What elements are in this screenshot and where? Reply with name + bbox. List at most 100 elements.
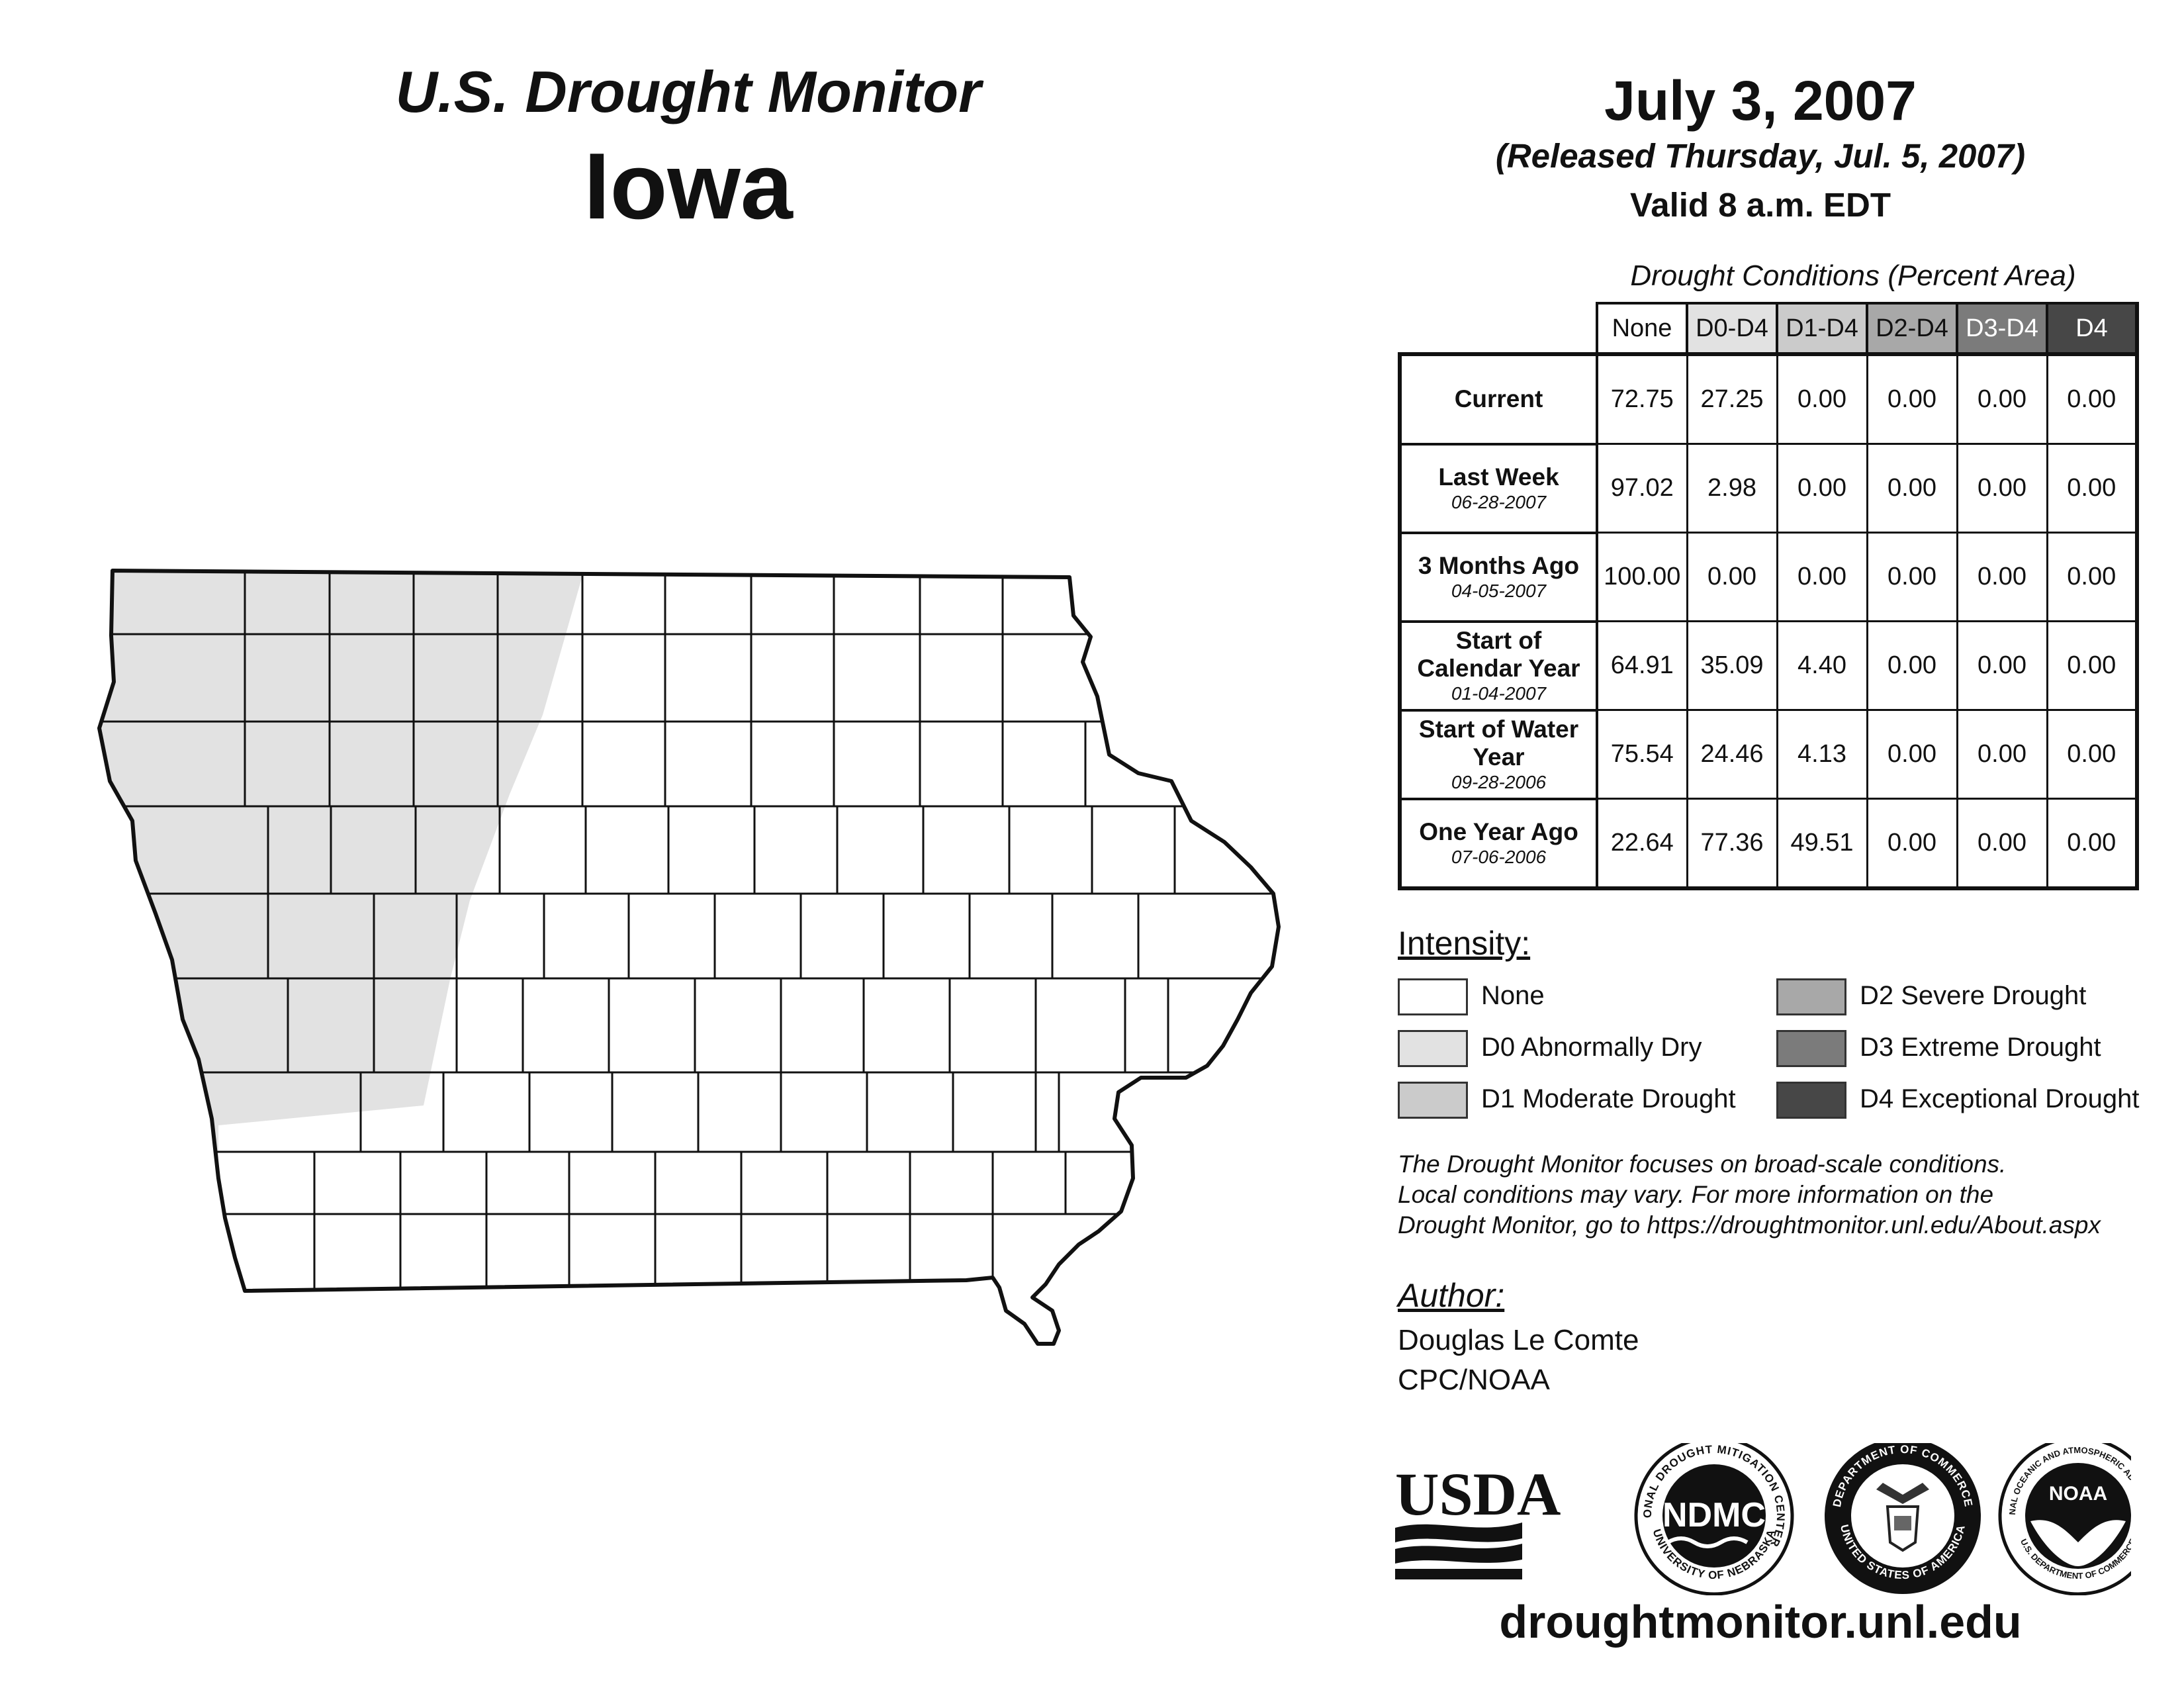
table-cell: 0.00 xyxy=(2046,798,2139,890)
legend-label: None xyxy=(1481,981,1545,1010)
col-header-d1-d4: D1-D4 xyxy=(1776,302,1868,355)
row-date: 01-04-2007 xyxy=(1451,682,1547,704)
row-label-text: Start of Water Year xyxy=(1418,715,1579,771)
table-row-one-year-ago: One Year Ago 07-06-2006 22.64 77.36 49.51… xyxy=(1398,797,2139,890)
table-corner xyxy=(1400,303,1597,354)
table-cell: 0.00 xyxy=(1956,352,2048,445)
table-cell: 2.98 xyxy=(1686,443,1778,534)
row-date: 07-06-2006 xyxy=(1451,846,1547,867)
table-row-start-of-water-year: Start of Water Year 09-28-2006 75.54 24.4… xyxy=(1398,708,2139,800)
legend-label: D2 Severe Drought xyxy=(1860,981,2087,1010)
table-row-start-of-calendar-year: Start of Calendar Year 01-04-2007 64.91 3… xyxy=(1398,620,2139,712)
note-line: The Drought Monitor focuses on broad-sca… xyxy=(1398,1150,2007,1178)
row-label-text: 3 Months Ago xyxy=(1418,551,1580,579)
table-cell: 97.02 xyxy=(1596,443,1688,534)
table-cell: 0.00 xyxy=(1776,352,1868,445)
table-cell: 0.00 xyxy=(1956,443,2048,534)
row-label: 3 Months Ago 04-05-2007 xyxy=(1398,531,1598,623)
table-cell: 0.00 xyxy=(1866,620,1958,711)
release-date: (Released Thursday, Jul. 5, 2007) xyxy=(1495,137,2026,175)
note-line: Local conditions may vary. For more info… xyxy=(1398,1181,1994,1208)
table-cell: 0.00 xyxy=(2046,620,2139,711)
table-cell: 49.51 xyxy=(1776,798,1868,890)
doc-seal-logo: DEPARTMENT OF COMMERCE UNITED STATES OF … xyxy=(1825,1443,1981,1594)
table-row-last-week: Last Week 06-28-2007 97.02 2.98 0.00 0.00… xyxy=(1398,442,2139,534)
note-line: Drought Monitor, go to https://droughtmo… xyxy=(1398,1211,2101,1239)
table-cell: 0.00 xyxy=(1956,532,2048,622)
ndmc-logo-text: NDMC xyxy=(1662,1496,1766,1534)
table-cell: 0.00 xyxy=(1866,352,1958,445)
table-cell: 0.00 xyxy=(1866,798,1958,890)
legend-swatch xyxy=(1398,978,1468,1015)
row-label: Start of Calendar Year 01-04-2007 xyxy=(1398,620,1598,712)
table-cell: 22.64 xyxy=(1596,798,1688,890)
table-cell: 75.54 xyxy=(1596,709,1688,800)
table-header-row: None D0-D4 D1-D4 D2-D4 D3-D4 D4 xyxy=(1400,302,2139,355)
table-cell: 0.00 xyxy=(1776,532,1868,622)
author-org: CPC/NOAA xyxy=(1398,1364,1550,1396)
table-cell: 27.25 xyxy=(1686,352,1778,445)
disclaimer-note: The Drought Monitor focuses on broad-sca… xyxy=(1398,1149,2165,1241)
row-label-text: Start of Calendar Year xyxy=(1417,626,1580,682)
col-header-d4: D4 xyxy=(2046,302,2139,355)
drought-conditions-table: None D0-D4 D1-D4 D2-D4 D3-D4 D4 Current … xyxy=(1398,302,2139,890)
iowa-state-border xyxy=(97,569,1281,1346)
d0-drought-region xyxy=(99,571,582,1165)
legend-label: D0 Abnormally Dry xyxy=(1481,1033,1702,1062)
col-header-d3-d4: D3-D4 xyxy=(1956,302,2048,355)
table-cell: 0.00 xyxy=(2046,709,2139,800)
col-header-d0-d4: D0-D4 xyxy=(1686,302,1778,355)
row-label-text: Current xyxy=(1454,385,1543,413)
table-cell: 4.13 xyxy=(1776,709,1868,800)
row-label: Last Week 06-28-2007 xyxy=(1398,442,1598,534)
footer-url[interactable]: droughtmonitor.unl.edu xyxy=(1499,1596,2022,1648)
legend-swatch xyxy=(1776,1082,1846,1119)
legend-swatch xyxy=(1776,978,1846,1015)
usda-logo: USDA xyxy=(1395,1460,1561,1579)
table-cell: 72.75 xyxy=(1596,352,1688,445)
row-label: One Year Ago 07-06-2006 xyxy=(1398,797,1598,890)
table-cell: 35.09 xyxy=(1686,620,1778,711)
table-cell: 0.00 xyxy=(1686,532,1778,622)
col-header-none: None xyxy=(1596,302,1688,355)
row-label: Current xyxy=(1398,352,1598,445)
county-boundaries xyxy=(99,571,1279,1297)
row-label-text: Last Week xyxy=(1438,463,1559,491)
table-cell: 4.40 xyxy=(1776,620,1868,711)
table-cell: 0.00 xyxy=(1776,443,1868,534)
iowa-drought-map xyxy=(97,569,1281,1346)
table-cell: 64.91 xyxy=(1596,620,1688,711)
legend-swatch xyxy=(1398,1082,1468,1119)
table-cell: 77.36 xyxy=(1686,798,1778,890)
legend-label: D1 Moderate Drought xyxy=(1481,1084,1736,1113)
legend-label: D3 Extreme Drought xyxy=(1860,1033,2101,1062)
state-name: Iowa xyxy=(584,134,793,239)
partner-logos: USDA NATIONAL DROUGHT MITIGATION CENTER … xyxy=(1390,1443,2131,1595)
table-cell: 0.00 xyxy=(1866,709,1958,800)
table-cell: 0.00 xyxy=(1866,443,1958,534)
map-date: July 3, 2007 xyxy=(1604,70,1917,132)
table-cell: 0.00 xyxy=(2046,443,2139,534)
row-date: 04-05-2007 xyxy=(1451,580,1547,601)
legend-swatch xyxy=(1776,1030,1846,1067)
row-date: 06-28-2007 xyxy=(1451,491,1547,512)
legend-label: D4 Exceptional Drought xyxy=(1860,1084,2140,1113)
map-title: U.S. Drought Monitor xyxy=(395,59,981,124)
usda-logo-text: USDA xyxy=(1395,1460,1561,1528)
table-cell: 0.00 xyxy=(2046,352,2139,445)
valid-time: Valid 8 a.m. EDT xyxy=(1630,186,1891,224)
table-cell: 0.00 xyxy=(2046,532,2139,622)
row-date: 09-28-2006 xyxy=(1451,771,1547,792)
table-row-current: Current 72.75 27.25 0.00 0.00 0.00 0.00 xyxy=(1398,352,2139,445)
table-cell: 0.00 xyxy=(1866,532,1958,622)
table-cell: 24.46 xyxy=(1686,709,1778,800)
row-label: Start of Water Year 09-28-2006 xyxy=(1398,708,1598,800)
table-cell: 0.00 xyxy=(1956,620,2048,711)
table-cell: 0.00 xyxy=(1956,798,2048,890)
table-cell: 100.00 xyxy=(1596,532,1688,622)
row-label-text: One Year Ago xyxy=(1419,818,1578,845)
legend-title: Intensity: xyxy=(1398,925,1531,962)
author-title: Author: xyxy=(1398,1277,1505,1314)
legend-swatch xyxy=(1398,1030,1468,1067)
noaa-logo-text: NOAA xyxy=(2049,1483,2107,1505)
